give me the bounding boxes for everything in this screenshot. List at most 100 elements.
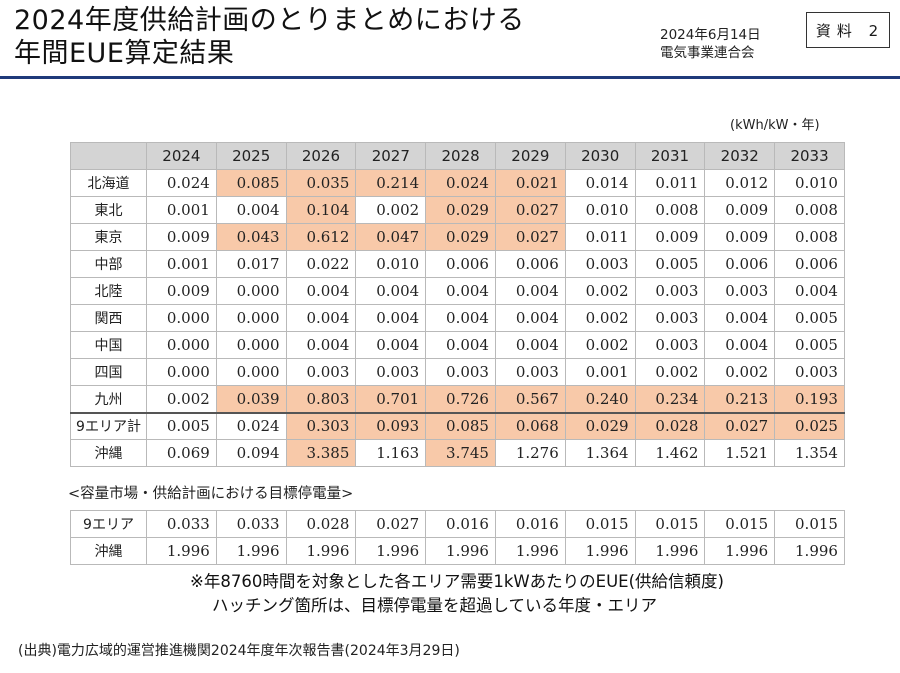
target-outage-table: 9エリア 0.033 0.033 0.028 0.027 0.016 0.016 0.015 0… [70,510,845,565]
table-corner [70,142,147,170]
eue-value-cell: 0.001 [146,250,217,278]
eue-value-cell: 0.005 [774,331,845,359]
eue-value-cell: 0.003 [355,358,427,386]
footnote: ※年8760時間を対象とした各エリア需要1kWあたりのEUE(供給信頼度) ハッ… [190,570,724,618]
area-label: 9エリア [70,510,147,538]
eue-value-cell: 0.027 [494,223,566,251]
eue-value-cell: 0.015 [704,510,776,538]
header-rule [0,76,900,79]
area-label: 中部 [70,250,147,278]
area-label: 東京 [70,223,147,251]
eue-value-cell: 0.004 [704,304,776,332]
eue-value-cell: 0.104 [285,196,357,224]
footnote-line-1: ※年8760時間を対象とした各エリア需要1kWあたりのEUE(供給信頼度) [190,572,724,591]
table-header-row: 2024 2025 2026 2027 2028 2029 2030 2031 2032 2033 [70,142,845,170]
eue-value-cell: 1.996 [215,537,287,565]
eue-value-cell: 0.002 [355,196,427,224]
eue-value-cell: 0.001 [564,358,636,386]
eue-value-cell: 0.003 [425,358,496,386]
eue-value-cell: 1.996 [355,537,427,565]
eue-value-cell: 0.008 [774,223,845,251]
eue-value-cell: 0.027 [494,196,566,224]
eue-value-cell: 1.521 [704,439,776,467]
eue-value-cell: 0.009 [634,223,706,251]
eue-value-cell: 0.006 [774,250,845,278]
eue-value-cell: 0.234 [634,385,706,413]
eue-value-cell: 0.010 [774,169,845,197]
table-row: 9エリア計 0.005 0.024 0.303 0.093 0.085 0.068 0.029… [70,411,845,440]
eue-value-cell: 0.701 [355,385,427,413]
eue-value-cell: 1.996 [146,537,217,565]
year-header: 2033 [774,142,845,170]
area-label: 北陸 [70,277,147,305]
eue-value-cell: 0.027 [355,510,427,538]
eue-value-cell: 0.085 [425,411,496,440]
eue-value-cell: 1.996 [285,537,357,565]
eue-value-cell: 0.047 [355,223,427,251]
area-label: 中国 [70,331,147,359]
table-row: 九州 0.002 0.039 0.803 0.701 0.726 0.567 0.240 0.2… [70,385,845,413]
unit-label: (kWh/kW・年) [730,118,820,133]
eue-value-cell: 0.014 [564,169,636,197]
eue-value-cell: 0.567 [494,385,566,413]
year-header: 2025 [215,142,287,170]
eue-value-cell: 0.003 [704,277,776,305]
eue-value-cell: 0.009 [704,223,776,251]
eue-value-cell: 0.025 [774,411,845,440]
eue-value-cell: 0.016 [494,510,566,538]
eue-value-cell: 0.009 [146,277,217,305]
eue-value-cell: 0.000 [146,304,217,332]
eue-value-cell: 0.008 [634,196,706,224]
area-label: 関西 [70,304,147,332]
table-row: 中部 0.001 0.017 0.022 0.010 0.006 0.006 0.003 0.0… [70,250,845,278]
eue-value-cell: 0.726 [425,385,496,413]
eue-value-cell: 0.000 [215,304,287,332]
eue-value-cell: 0.024 [215,411,287,440]
eue-value-cell: 0.004 [494,331,566,359]
table-row: 関西 0.000 0.000 0.004 0.004 0.004 0.004 0.002 0.0… [70,304,845,332]
footnote-line-2: ハッチング箇所は、目標停電量を超過している年度・エリア [212,596,658,615]
document-badge: 資料 2 [806,12,890,48]
page-title: 2024年度供給計画のとりまとめにおける 年間EUE算定結果 [14,4,525,70]
table-row: 沖縄 0.069 0.094 3.385 1.163 3.745 1.276 1.364 1.4… [70,439,845,467]
eue-value-cell: 1.996 [494,537,566,565]
eue-value-cell: 0.213 [704,385,776,413]
area-label: 沖縄 [70,439,147,467]
area-label: 沖縄 [70,537,147,565]
eue-value-cell: 0.002 [634,358,706,386]
eue-value-cell: 0.000 [146,331,217,359]
area-label: 四国 [70,358,147,386]
eue-value-cell: 0.000 [215,277,287,305]
eue-value-cell: 0.003 [564,250,636,278]
subsection-title: <容量市場・供給計画における目標停電量> [68,486,354,502]
eue-value-cell: 0.035 [285,169,357,197]
eue-value-cell: 0.029 [425,223,496,251]
eue-value-cell: 0.011 [564,223,636,251]
eue-value-cell: 0.002 [564,331,636,359]
eue-value-cell: 0.029 [425,196,496,224]
year-header: 2029 [494,142,566,170]
table-row: 中国 0.000 0.000 0.004 0.004 0.004 0.004 0.002 0.0… [70,331,845,359]
eue-value-cell: 0.214 [355,169,427,197]
area-label: 九州 [70,385,147,413]
eue-value-cell: 3.385 [285,439,357,467]
eue-value-cell: 0.009 [704,196,776,224]
eue-value-cell: 0.094 [215,439,287,467]
eue-value-cell: 0.004 [355,304,427,332]
eue-value-cell: 0.005 [146,411,217,440]
eue-value-cell: 0.612 [285,223,357,251]
title-line-1: 2024年度供給計画のとりまとめにおける [14,5,525,36]
eue-value-cell: 0.003 [774,358,845,386]
year-header: 2032 [704,142,776,170]
source-citation: (出典)電力広域的運営推進機関2024年度年次報告書(2024年3月29日) [18,643,460,659]
eue-value-cell: 0.004 [425,331,496,359]
eue-value-cell: 0.002 [146,385,217,413]
eue-value-cell: 0.012 [704,169,776,197]
eue-value-cell: 0.005 [634,250,706,278]
header: 2024年度供給計画のとりまとめにおける 年間EUE算定結果 2024年6月14… [0,0,900,79]
eue-value-cell: 1.996 [774,537,845,565]
eue-value-cell: 0.303 [285,411,357,440]
eue-value-cell: 0.003 [285,358,357,386]
eue-value-cell: 0.003 [634,304,706,332]
year-header: 2028 [425,142,496,170]
